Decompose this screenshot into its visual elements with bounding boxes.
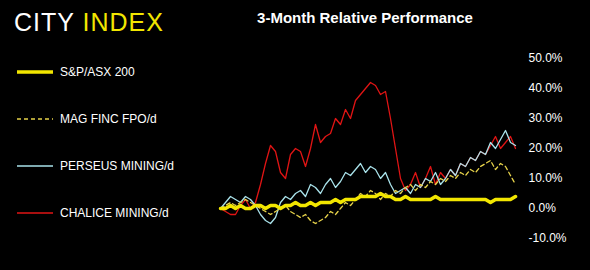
html-text:MAG FINC FPO/d: MAG FINC FPO/d (60, 112, 157, 126)
svg-text:30.0%: 30.0% (529, 111, 563, 125)
html-text:CITY INDEX: CITY INDEX (14, 8, 164, 36)
html-text:CHALICE MINING/d: CHALICE MINING/d (60, 206, 169, 220)
html-text:3-Month Relative Performance: 3-Month Relative Performance (257, 9, 473, 26)
html-text:PERSEUS MINING/d: PERSEUS MINING/d (60, 159, 174, 173)
html-text:S&P/ASX 200: S&P/ASX 200 (60, 65, 135, 79)
svg-text:-10.0%: -10.0% (529, 231, 567, 245)
svg-text:50.0%: 50.0% (529, 51, 563, 65)
svg-text:40.0%: 40.0% (529, 81, 563, 95)
svg-text:10.0%: 10.0% (529, 171, 563, 185)
svg-text:0.0%: 0.0% (529, 201, 557, 215)
svg-text:20.0%: 20.0% (529, 141, 563, 155)
